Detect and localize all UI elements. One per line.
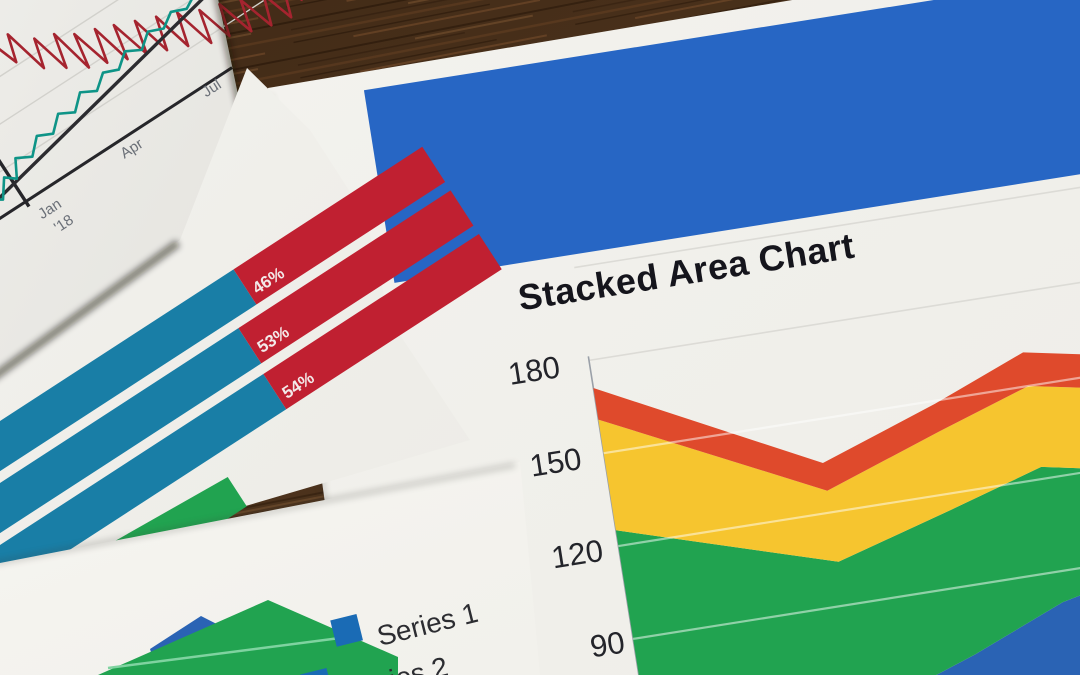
legend-paper: Series 1 Series 2 [0,462,540,675]
y-axis-line [0,88,31,208]
header-band [363,0,1080,283]
red-volatile-line-chart [0,0,304,70]
teal-line-chart [0,0,198,239]
area-series-yellow [598,385,1080,562]
plot-gridlines [603,309,1080,640]
y-axis-ticks: 180 150 120 90 [506,349,628,665]
legend-swatch-series1 [330,613,363,647]
y-tick-90: 90 [588,625,628,665]
mini-chart-gridline [107,636,341,670]
legend-paper-edge-shadow [0,462,516,565]
mini-chart-green-area [98,600,398,675]
trend-line [0,0,205,247]
bar-paper-edge-shadow [0,239,181,378]
x-axis-line [0,66,233,259]
y-tick-120: 120 [549,533,606,576]
area-series-blue [650,554,1080,675]
area-series-green [615,466,1080,675]
upper-gridlines [574,124,1080,362]
bar-row-2: 53% [0,190,474,544]
y-tick-180: 180 [506,349,563,392]
gridlines [0,0,282,235]
y-tick-150: 150 [527,441,584,484]
